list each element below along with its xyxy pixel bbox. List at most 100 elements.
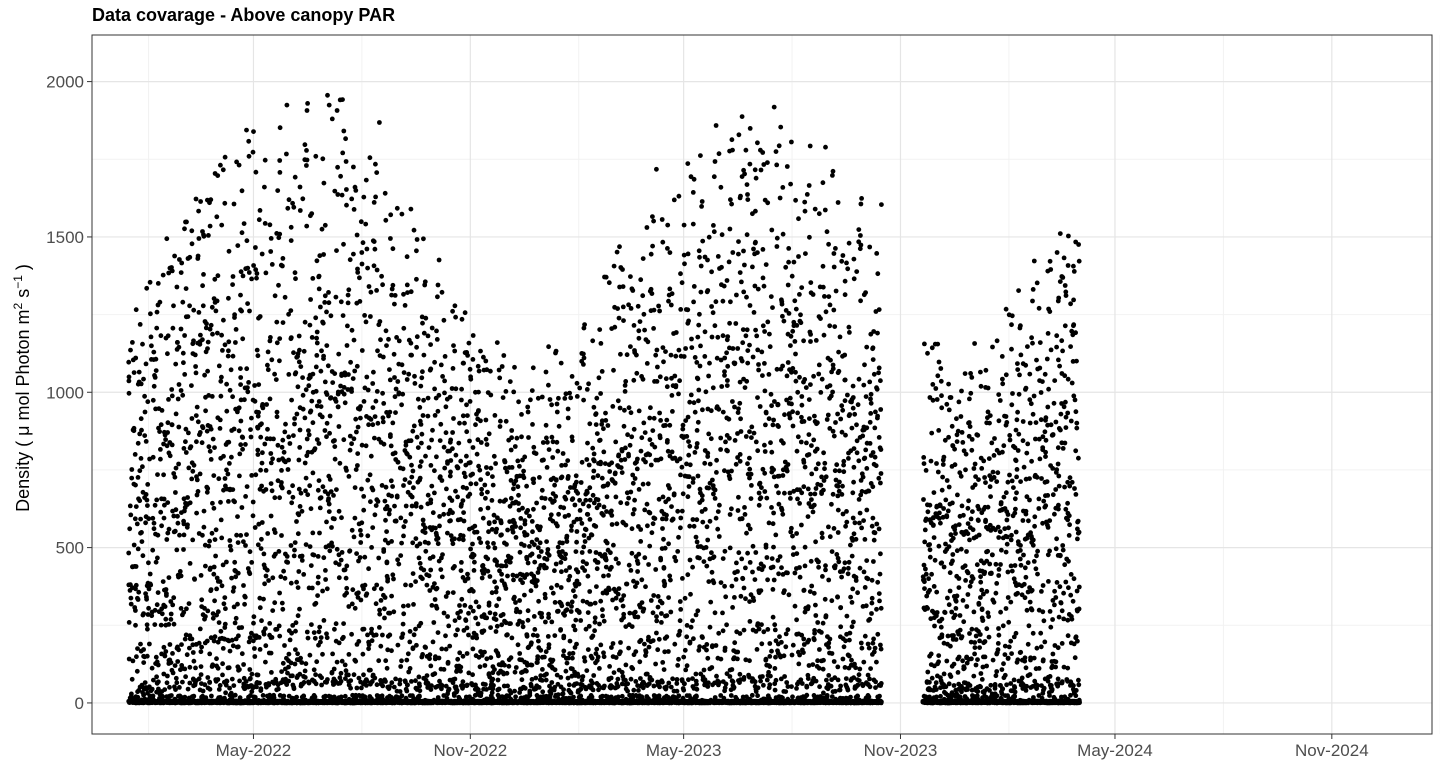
- data-point: [498, 520, 504, 526]
- data-point: [424, 582, 430, 588]
- data-point: [368, 499, 373, 505]
- data-point: [208, 565, 213, 571]
- data-point: [336, 640, 342, 646]
- data-point: [269, 357, 275, 363]
- data-point: [288, 580, 294, 586]
- data-point: [154, 602, 160, 608]
- data-point: [215, 609, 221, 615]
- data-point: [479, 575, 485, 581]
- data-point: [135, 475, 141, 480]
- data-point: [149, 686, 155, 692]
- data-point: [349, 196, 355, 202]
- data-point: [331, 666, 337, 672]
- data-point: [162, 502, 167, 508]
- data-point: [422, 530, 428, 535]
- data-point: [400, 391, 406, 397]
- data-point: [272, 293, 278, 299]
- data-point: [202, 372, 208, 378]
- data-point: [354, 685, 360, 691]
- data-point: [142, 409, 148, 415]
- data-point: [491, 453, 497, 459]
- data-point: [252, 694, 258, 700]
- data-point: [203, 325, 209, 331]
- data-point: [158, 622, 164, 628]
- data-point: [310, 420, 316, 426]
- data-point: [241, 662, 247, 667]
- data-point: [397, 681, 403, 687]
- data-point: [199, 597, 205, 603]
- data-point: [357, 406, 362, 412]
- data-point: [257, 647, 263, 652]
- data-point: [486, 521, 492, 527]
- data-point: [485, 540, 490, 546]
- data-point: [204, 638, 210, 644]
- data-point: [202, 682, 208, 688]
- data-point: [196, 208, 202, 214]
- data-point: [239, 505, 245, 510]
- data-point: [200, 688, 206, 694]
- data-point: [294, 579, 299, 585]
- data-point: [380, 632, 385, 638]
- data-point: [531, 476, 537, 482]
- data-point: [361, 194, 367, 200]
- data-point: [272, 371, 277, 377]
- data-point: [182, 333, 188, 338]
- data-point: [192, 577, 198, 582]
- data-point: [372, 246, 378, 252]
- data-point: [270, 575, 276, 581]
- data-point: [193, 196, 199, 202]
- data-point: [179, 642, 184, 647]
- data-point: [305, 635, 311, 641]
- data-point: [257, 595, 263, 601]
- data-point: [181, 610, 187, 615]
- data-point: [321, 356, 326, 361]
- data-point: [176, 424, 182, 430]
- data-point: [235, 601, 240, 607]
- data-point: [538, 549, 544, 554]
- data-point: [158, 422, 164, 428]
- data-point: [472, 523, 478, 529]
- data-point: [223, 606, 228, 612]
- data-point: [319, 414, 325, 420]
- data-point: [436, 392, 442, 398]
- data-point: [253, 267, 259, 273]
- data-point: [422, 282, 428, 288]
- data-point: [226, 439, 232, 445]
- data-point: [280, 437, 286, 443]
- data-point: [147, 279, 153, 285]
- data-point: [251, 614, 257, 620]
- data-point: [436, 257, 442, 263]
- data-point: [285, 205, 291, 211]
- data-point: [145, 399, 151, 405]
- data-point: [302, 460, 308, 466]
- data-point: [267, 621, 273, 626]
- data-point: [177, 257, 182, 262]
- data-point: [512, 594, 517, 600]
- data-point: [211, 638, 217, 644]
- data-point: [359, 486, 364, 492]
- data-point: [328, 313, 334, 319]
- data-point: [258, 434, 264, 440]
- data-point: [383, 217, 389, 223]
- data-point: [302, 142, 308, 148]
- data-point: [226, 339, 232, 345]
- data-point: [171, 471, 177, 476]
- data-point: [231, 201, 237, 207]
- data-point: [173, 687, 178, 692]
- data-point: [371, 263, 377, 269]
- data-point: [398, 515, 404, 521]
- data-point: [323, 568, 328, 573]
- data-point: [158, 509, 164, 515]
- data-point: [304, 148, 309, 153]
- data-point: [414, 276, 419, 282]
- data-point: [262, 184, 267, 190]
- data-point: [471, 552, 477, 558]
- data-point: [420, 369, 425, 375]
- data-point: [408, 340, 414, 346]
- data-point: [442, 378, 447, 384]
- data-point: [277, 158, 283, 163]
- data-point: [432, 581, 437, 586]
- data-point: [274, 319, 280, 325]
- data-point: [519, 677, 525, 683]
- data-point: [492, 611, 498, 617]
